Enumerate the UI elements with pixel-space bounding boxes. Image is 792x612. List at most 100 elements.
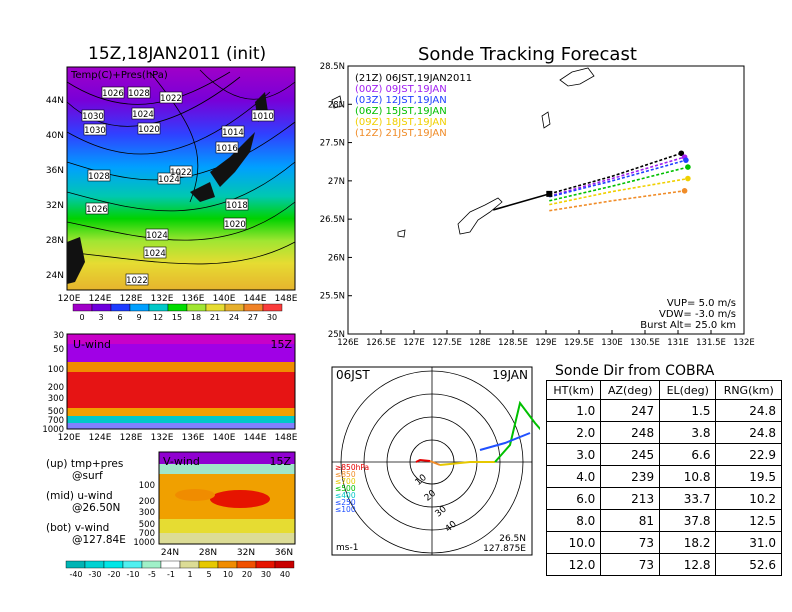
- svg-text:3: 3: [98, 313, 103, 322]
- table-cell: 33.7: [659, 487, 717, 510]
- svg-text:1000: 1000: [133, 538, 155, 548]
- svg-text:50: 50: [53, 345, 64, 355]
- svg-text:18: 18: [191, 313, 201, 322]
- svg-text:148E: 148E: [275, 294, 298, 304]
- track-x-tick: 129.5E: [564, 338, 594, 348]
- isobar-labels: 1026 1028 1022 1030 1024 1020 1030 1010 …: [81, 86, 275, 286]
- svg-text:1010: 1010: [252, 112, 274, 122]
- note-mid: (mid) u-wind @26.50N: [46, 490, 121, 514]
- table-cell: 19.5: [715, 465, 782, 488]
- coastline-land: [67, 92, 268, 284]
- svg-text:9: 9: [136, 313, 141, 322]
- svg-text:136E: 136E: [182, 294, 205, 304]
- svg-text:140E: 140E: [213, 433, 236, 443]
- svg-text:136E: 136E: [182, 433, 205, 443]
- svg-text:1014: 1014: [222, 128, 244, 138]
- col-el: EL(deg): [659, 380, 717, 400]
- svg-text:500: 500: [48, 407, 64, 417]
- track-x-tick: 128E: [469, 338, 491, 348]
- svg-text:500: 500: [139, 520, 155, 530]
- track-y-tick: 27.5N: [320, 139, 345, 149]
- svg-text:VUP= 5.0 m/s: VUP= 5.0 m/s: [667, 298, 736, 309]
- temperature-colorbar-swatch: [91, 303, 112, 312]
- svg-text:1026: 1026: [102, 89, 124, 99]
- table-cell: 12.8: [659, 553, 717, 576]
- track-x-tick: 126E: [337, 338, 359, 348]
- svg-text:1030: 1030: [84, 126, 106, 136]
- track-series-line: [549, 166, 689, 202]
- table-cell: 1.0: [545, 399, 602, 422]
- svg-text:Burst Alt= 25.0 km: Burst Alt= 25.0 km: [640, 320, 736, 331]
- svg-text:-5: -5: [148, 570, 156, 579]
- polar-legend-entry: ≤100: [335, 505, 356, 514]
- svg-text:44N: 44N: [46, 96, 64, 106]
- table-cell: 3.0: [545, 443, 602, 466]
- temperature-colorbar-swatch: [110, 303, 131, 312]
- svg-text:144E: 144E: [244, 294, 267, 304]
- track-axis-ticks: 126E 126.5E 127E 127.5E 128E 128.5E 129E 129.5E…: [320, 62, 755, 348]
- temperature-colorbar: [72, 303, 283, 312]
- svg-text:1024: 1024: [146, 231, 168, 241]
- svg-text:27: 27: [248, 313, 258, 322]
- svg-text:1022: 1022: [126, 276, 148, 286]
- table-row: 2.0 248 3.8 24.8: [545, 421, 782, 444]
- track-legend-entry: (12Z) 21JST,19JAN: [355, 128, 447, 139]
- temperature-colorbar-swatch: [186, 303, 207, 312]
- temperature-colorbar-swatch: [224, 303, 245, 312]
- track-endpoint: [685, 175, 691, 182]
- svg-text:124E: 124E: [89, 433, 112, 443]
- svg-text:1000: 1000: [42, 425, 64, 435]
- temperature-colorbar-swatch: [243, 303, 264, 312]
- track-y-tick: 26.5N: [320, 215, 345, 225]
- temperature-colorbar-swatch: [167, 303, 188, 312]
- note-bot: (bot) v-wind @127.84E: [46, 522, 126, 546]
- table-cell: 4.0: [545, 465, 602, 488]
- svg-text:200: 200: [139, 497, 155, 507]
- svg-text:200: 200: [48, 383, 64, 393]
- table-title: Sonde Dir from COBRA: [555, 363, 715, 379]
- polar-lat: 26.5N: [499, 534, 526, 544]
- svg-text:128E: 128E: [120, 433, 143, 443]
- svg-text:30: 30: [261, 570, 271, 579]
- track-lines: [492, 150, 691, 212]
- track-x-tick: 131E: [667, 338, 689, 348]
- table-cell: 81: [600, 509, 661, 532]
- svg-text:100: 100: [48, 365, 64, 375]
- svg-text:1022: 1022: [170, 168, 192, 178]
- table-cell: 12.5: [715, 509, 782, 532]
- u-wind-lon-ticks: 120E 124E 128E 132E 136E 140E 144E 148E: [58, 433, 298, 443]
- table-cell: 12.0: [545, 553, 602, 576]
- track-y-tick: 28N: [328, 100, 345, 110]
- svg-text:32N: 32N: [237, 548, 255, 558]
- track-annotations: VUP= 5.0 m/s VDW= -3.0 m/s Burst Alt= 25…: [640, 298, 736, 331]
- cobra-direction-table: HT(km) AZ(deg) EL(deg) RNG(km) 1.0 247 1.5…: [545, 380, 782, 576]
- svg-text:144E: 144E: [244, 433, 267, 443]
- table-cell: 2.0: [545, 421, 602, 444]
- svg-text:300: 300: [139, 508, 155, 518]
- svg-text:1024: 1024: [132, 110, 154, 120]
- table-cell: 3.8: [659, 421, 717, 444]
- v-wind-colorbar-swatch: [179, 560, 200, 569]
- table-row: 4.0 239 10.8 19.5: [545, 465, 782, 488]
- table-cell: 8.0: [545, 509, 602, 532]
- v-wind-colorbar-ticks: -40 -30 -20 -10 -5 -1 1 5 10 20 30 40: [69, 570, 290, 579]
- table-cell: 10.0: [545, 531, 602, 554]
- svg-text:124E: 124E: [89, 294, 112, 304]
- svg-text:140E: 140E: [213, 294, 236, 304]
- track-start-segment: [492, 193, 550, 211]
- svg-text:5: 5: [206, 570, 211, 579]
- svg-text:100: 100: [139, 481, 155, 491]
- polar-legend-entry: ≤500: [335, 484, 356, 493]
- table-cell: 22.9: [715, 443, 782, 466]
- polar-legend-entry: ≤700: [335, 477, 356, 486]
- polar-wind-plot: 10 20 30 40 06JST 19JAN ≥850hPa≤850≤700≤…: [331, 366, 540, 556]
- track-endpoint: [685, 164, 691, 170]
- svg-text:132E: 132E: [151, 294, 174, 304]
- svg-text:24N: 24N: [46, 271, 64, 281]
- table-cell: 37.8: [659, 509, 717, 532]
- v-wind-colorbar: -40 -30 -20 -10 -5 -1 1 5 10 20 30 40: [65, 560, 295, 579]
- svg-text:30: 30: [53, 331, 64, 341]
- svg-text:6: 6: [117, 313, 122, 322]
- track-legend-entry: (00Z) 09JST,19JAN: [355, 84, 447, 95]
- svg-text:30: 30: [267, 313, 277, 322]
